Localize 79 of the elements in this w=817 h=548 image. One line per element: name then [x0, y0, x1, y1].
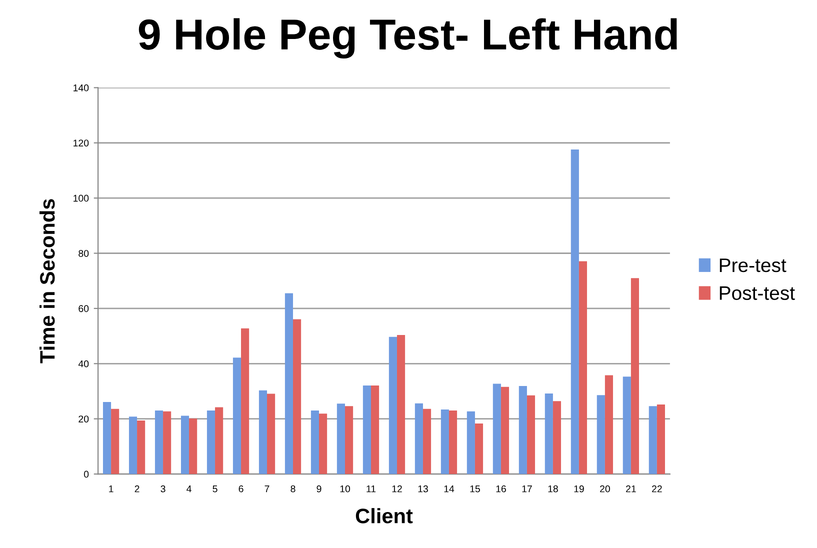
- x-tick-label: 13: [418, 485, 428, 492]
- x-axis-title: Client: [356, 508, 413, 524]
- bar: [206, 410, 216, 474]
- bar: [396, 334, 406, 474]
- bar: [344, 406, 354, 474]
- y-tick-label: 40: [78, 360, 89, 368]
- bar: [319, 414, 328, 474]
- x-tick-label: 1: [109, 485, 114, 492]
- bar: [310, 410, 319, 474]
- x-tick-label: 6: [238, 485, 244, 492]
- x-tick-label: 12: [392, 485, 402, 492]
- x-tick-label: 3: [160, 485, 166, 492]
- bar: [137, 420, 146, 474]
- y-tick-label: 60: [78, 305, 89, 312]
- bar: [215, 407, 224, 474]
- y-tick-label: 120: [74, 140, 89, 146]
- bar: [189, 418, 198, 474]
- legend-label: Post-test: [720, 286, 795, 300]
- bar: [362, 385, 371, 474]
- bar: [544, 393, 553, 474]
- bar: [422, 408, 432, 474]
- x-tick-label: 20: [600, 485, 610, 492]
- chart-title: 9 Hole Peg Test- Left Hand: [138, 18, 677, 59]
- bar: [570, 149, 579, 474]
- y-axis-title: Time in Seconds: [39, 199, 55, 364]
- x-tick-label: 7: [264, 485, 270, 492]
- bar: [284, 293, 294, 474]
- y-tick-label: 20: [78, 416, 89, 422]
- bar: [241, 328, 250, 474]
- x-tick-label: 18: [548, 485, 558, 492]
- bar: [466, 411, 475, 474]
- bar: [622, 376, 631, 474]
- bar: [293, 319, 302, 474]
- bar: [448, 410, 458, 474]
- bar: [604, 375, 614, 474]
- bar: [258, 390, 268, 474]
- y-tick-label: 80: [78, 250, 89, 257]
- bar: [388, 336, 397, 474]
- x-tick-label: 17: [522, 485, 532, 492]
- bar: [474, 424, 484, 474]
- bar: [267, 394, 276, 474]
- y-tick-label: 0: [84, 470, 89, 478]
- bar: [578, 261, 588, 474]
- x-tick-label: 14: [444, 485, 454, 492]
- bar: [648, 406, 657, 474]
- bar: [656, 404, 665, 474]
- bar: [630, 278, 640, 474]
- bar: [500, 386, 510, 474]
- x-tick-label: 22: [652, 485, 662, 492]
- bar: [370, 385, 380, 474]
- bar: [102, 402, 112, 474]
- bar: [163, 411, 172, 474]
- x-tick-label: 11: [366, 485, 376, 492]
- bar: [596, 395, 605, 474]
- bar: [552, 401, 562, 474]
- bar: [154, 410, 164, 474]
- x-tick-label: 5: [212, 485, 218, 492]
- bar: [180, 416, 190, 474]
- x-tick-label: 16: [496, 485, 506, 492]
- bar: [111, 408, 120, 474]
- x-tick-label: 9: [316, 485, 322, 492]
- x-tick-label: 19: [574, 485, 584, 492]
- bar: [526, 395, 536, 474]
- bar: [518, 386, 527, 474]
- y-tick-label: 140: [74, 84, 89, 92]
- x-tick-label: 15: [470, 485, 480, 492]
- x-tick-label: 21: [626, 485, 636, 492]
- bar: [492, 384, 501, 474]
- x-tick-label: 10: [340, 485, 350, 492]
- y-tick-label: 100: [74, 194, 89, 202]
- bar: [128, 416, 138, 474]
- bar: [336, 404, 345, 474]
- x-tick-label: 2: [134, 485, 140, 492]
- bar: [232, 358, 242, 474]
- x-tick-label: 4: [186, 485, 192, 492]
- legend-label: Pre-test: [720, 258, 786, 272]
- x-tick-label: 8: [290, 485, 296, 492]
- bar: [414, 403, 423, 474]
- bar: [440, 409, 449, 474]
